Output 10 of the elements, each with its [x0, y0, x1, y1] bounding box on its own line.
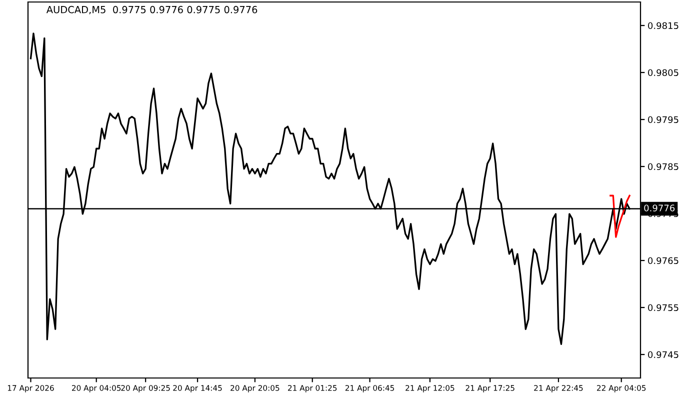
- line-series: [610, 194, 630, 238]
- y-tick-label: 0.9815: [648, 22, 678, 30]
- y-tick-label: 0.9745: [648, 351, 678, 358]
- y-tick-label: 0.9755: [648, 304, 678, 312]
- y-tick-label: 0.9795: [648, 116, 678, 124]
- y-tick-label: 0.9765: [648, 257, 678, 264]
- y-tick-label: 0.9785: [648, 163, 678, 170]
- y-tick-label: 0.9805: [648, 69, 678, 76]
- ref-line-label: 0.9776: [644, 204, 675, 212]
- chart-title: AUDCAD,M5 0.9775 0.9776 0.9775 0.9776: [46, 6, 258, 14]
